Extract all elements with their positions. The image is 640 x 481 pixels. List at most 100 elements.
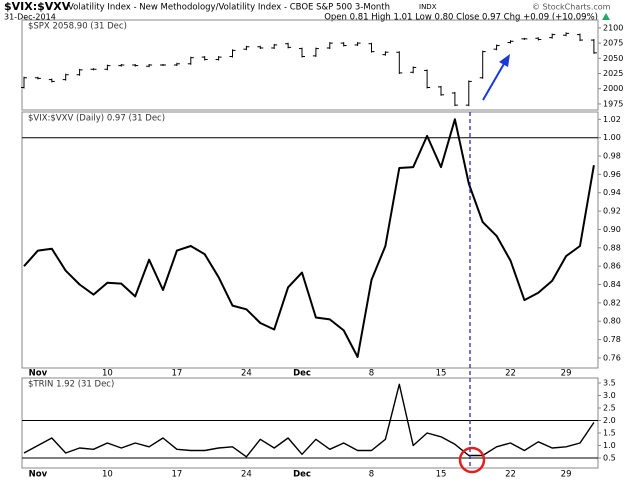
y-tick-label: 1.0	[603, 441, 616, 450]
panel-title: $TRIN 1.92 (31 Dec)	[28, 380, 114, 390]
y-tick-label: 1.02	[603, 115, 621, 124]
quote: Open 0.81 High 1.01 Low 0.80 Close 0.97 …	[324, 13, 598, 23]
ohlc-bar	[48, 78, 55, 83]
ohlc-bar	[535, 37, 542, 41]
y-tick-label: 2100	[603, 23, 623, 32]
ohlc-bar	[62, 73, 69, 81]
ohlc-bar	[285, 42, 292, 49]
ohlc-bar	[104, 64, 111, 71]
series-line	[23, 118, 595, 358]
ohlc-bar	[160, 64, 166, 66]
x-tick-label: 29	[561, 470, 572, 480]
x-tick-label: Nov	[29, 470, 48, 480]
x-tick-label: Dec	[293, 470, 311, 480]
x-tick-label: 17	[171, 369, 182, 379]
arrow	[482, 61, 506, 101]
ohlc-bar	[132, 64, 139, 67]
panel-title: $SPX 2058.90 (31 Dec)	[28, 22, 127, 32]
ohlc-bar	[299, 47, 305, 58]
y-tick-label: 0.5	[603, 454, 616, 463]
ohlc-bar	[34, 76, 41, 80]
y-tick-label: 0.96	[603, 170, 621, 179]
x-tick-label: 17	[171, 470, 182, 480]
ohlc-bar	[507, 40, 514, 44]
ohlc-bar	[21, 76, 27, 89]
x-tick-label: 15	[436, 369, 447, 379]
y-tick-label: 3.5	[603, 379, 616, 388]
y-tick-label: 2050	[603, 54, 623, 63]
ohlc-bar	[382, 51, 389, 56]
ohlc-bar	[243, 45, 250, 51]
y-tick-label: 0.82	[603, 298, 621, 307]
series-line	[23, 383, 595, 458]
ohlc-bar	[215, 56, 222, 61]
highlight-circle	[458, 446, 486, 474]
arrow-head	[499, 54, 510, 67]
y-tick-label: 0.76	[603, 353, 621, 362]
x-tick-label: 29	[561, 369, 572, 379]
y-tick-label: 0.78	[603, 335, 621, 344]
exchange: INDX	[419, 3, 437, 11]
ohlc-bar	[187, 56, 194, 65]
x-tick-label: 22	[505, 470, 516, 480]
ohlc-bar	[590, 39, 597, 54]
y-tick-label: 1.5	[603, 429, 616, 438]
x-tick-label: 8	[369, 369, 374, 379]
ohlc-bar	[173, 62, 180, 66]
ohlc-bar	[146, 64, 153, 68]
date: 31-Dec-2014	[4, 13, 56, 22]
ohlc-bar	[549, 33, 556, 39]
y-tick-label: 0.84	[603, 280, 621, 289]
y-tick-label: 0.88	[603, 243, 621, 252]
y-tick-label: 0.80	[603, 317, 621, 326]
x-tick-label: 15	[436, 470, 447, 480]
y-tick-label: 1.00	[603, 133, 621, 142]
ohlc-bar	[438, 85, 444, 96]
x-tick-label: 8	[369, 470, 374, 480]
y-tick-label: 2.5	[603, 404, 616, 413]
ohlc-bar	[493, 44, 500, 51]
y-tick-label: 2025	[603, 69, 623, 78]
x-tick-label: Nov	[29, 369, 48, 379]
x-tick-label: 24	[241, 470, 252, 480]
ohlc-bar	[312, 47, 319, 57]
x-tick-label: 24	[241, 369, 252, 379]
ohlc-bar	[563, 32, 570, 37]
y-tick-label: 0.86	[603, 262, 621, 271]
ohlc-bar	[521, 37, 528, 40]
ohlc-bar	[90, 68, 97, 71]
ohlc-bar	[76, 68, 83, 76]
x-tick-label: Dec	[293, 369, 311, 379]
x-tick-label: 10	[102, 369, 113, 379]
y-tick-label: 0.92	[603, 207, 621, 216]
ohlc-bar	[257, 45, 264, 49]
ohlc-bar	[326, 42, 333, 49]
x-tick-label: 10	[102, 470, 113, 480]
ohlc-bar	[368, 42, 375, 53]
ohlc-bar	[479, 50, 486, 79]
ohlc-bar	[340, 42, 347, 47]
y-tick-label: 0.94	[603, 188, 621, 197]
y-tick-label: 0.90	[603, 225, 621, 234]
ohlc-bar	[577, 33, 583, 42]
symbol: $VIX:$VXV	[4, 0, 71, 13]
y-tick-label: 1975	[603, 99, 623, 108]
plots: $SPX 2058.90 (31 Dec) 1975 2000 2025 2050 207…	[21, 19, 623, 480]
panel-title: $VIX:$VXV (Daily) 0.97 (31 Dec)	[28, 114, 165, 124]
ohlc-bar	[424, 69, 431, 89]
up-indicator	[602, 13, 610, 20]
y-tick-label: 2000	[603, 84, 623, 93]
watermark: © StockCharts.com	[532, 3, 611, 12]
panel-frame	[21, 111, 599, 369]
y-tick-label: 2075	[603, 39, 623, 48]
ohlc-bar	[396, 51, 403, 74]
ohlc-bar	[118, 64, 125, 67]
ohlc-bar	[229, 49, 236, 58]
ohlc-bar	[201, 56, 208, 61]
y-tick-label: 3.0	[603, 391, 616, 400]
panel-frame	[21, 19, 599, 111]
ohlc-bar	[354, 42, 361, 46]
ohlc-bar	[465, 80, 472, 107]
panel-frame	[21, 377, 599, 469]
